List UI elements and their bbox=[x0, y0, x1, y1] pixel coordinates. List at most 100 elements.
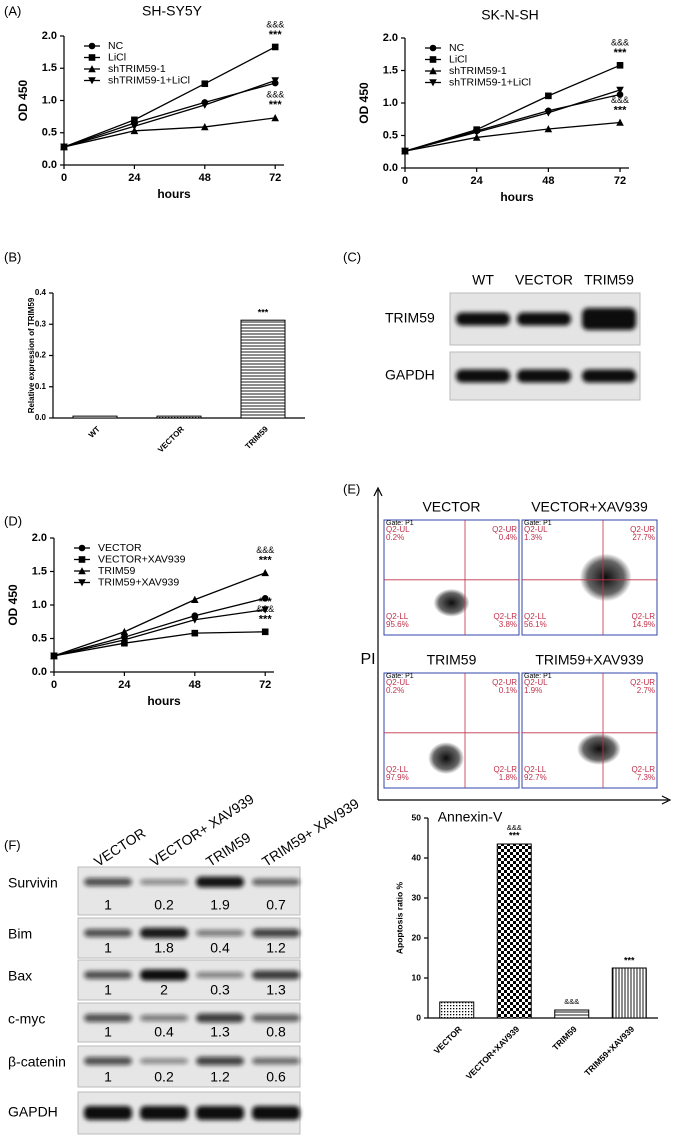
marker bbox=[130, 123, 139, 131]
panel-label: (A) bbox=[4, 3, 21, 18]
x-tick-label: WT bbox=[87, 424, 102, 439]
blot-band bbox=[140, 1106, 188, 1120]
quantification: 0.3 bbox=[210, 982, 230, 998]
annotation: &&& bbox=[266, 19, 284, 29]
blot-band bbox=[196, 1013, 244, 1023]
series-line bbox=[63, 117, 276, 148]
quantification: 1.8 bbox=[154, 940, 174, 956]
blot-band bbox=[196, 972, 244, 978]
y-tick-label: 10 bbox=[412, 972, 422, 982]
gate-label: Gate: P1 bbox=[386, 520, 414, 527]
quadrant-name: Q2-UR bbox=[492, 678, 517, 687]
chart-title: SK-N-SH bbox=[481, 7, 539, 23]
protein-label: GAPDH bbox=[8, 1104, 58, 1120]
series-line bbox=[53, 597, 266, 657]
legend-label: LiCl bbox=[449, 53, 467, 65]
blot-band bbox=[196, 876, 244, 888]
annotation: *** bbox=[258, 308, 269, 318]
marker bbox=[201, 101, 209, 109]
quantification: 1.3 bbox=[266, 982, 286, 998]
blot-band bbox=[84, 1014, 132, 1022]
quantification: 1 bbox=[104, 897, 112, 913]
y-tick-label: 1.5 bbox=[32, 565, 47, 577]
gate-label: Gate: P1 bbox=[386, 673, 414, 680]
x-axis-label: hours bbox=[157, 187, 191, 201]
quadrant-value: 0.2% bbox=[386, 686, 404, 695]
y-tick-label: 0.0 bbox=[42, 159, 57, 171]
marker bbox=[88, 42, 96, 50]
blot-band bbox=[196, 1056, 244, 1066]
quantification: 0.7 bbox=[266, 897, 286, 913]
blot-band bbox=[517, 369, 571, 383]
marker bbox=[472, 128, 481, 137]
marker bbox=[191, 616, 199, 624]
quantification: 0.2 bbox=[154, 897, 174, 913]
blot-band bbox=[196, 929, 244, 937]
panel-label: (F) bbox=[4, 837, 21, 852]
blot-band bbox=[252, 970, 300, 980]
quantification: 2 bbox=[160, 982, 168, 998]
quantification: 1.3 bbox=[210, 1024, 230, 1040]
quantification: 1 bbox=[104, 940, 112, 956]
marker bbox=[429, 44, 437, 52]
series-line bbox=[63, 79, 276, 148]
x-tick-label: 48 bbox=[189, 679, 201, 691]
annotation: *** bbox=[614, 104, 628, 116]
series-line bbox=[63, 46, 276, 148]
marker bbox=[616, 86, 624, 94]
blot-band bbox=[196, 1106, 244, 1120]
annotation: &&& bbox=[564, 997, 579, 1006]
annotation: *** bbox=[509, 830, 520, 840]
blot-band bbox=[140, 879, 188, 885]
flow-plot bbox=[521, 672, 658, 789]
blot-membrane bbox=[77, 917, 301, 959]
flow-title: VECTOR bbox=[422, 499, 480, 515]
marker bbox=[88, 77, 96, 85]
lane-label: WT bbox=[472, 272, 494, 288]
quadrant-name: Q2-LR bbox=[493, 612, 517, 621]
y-tick-label: 0.3 bbox=[35, 319, 47, 328]
x-axis-label: hours bbox=[147, 694, 181, 708]
blot-band bbox=[252, 1106, 300, 1120]
marker bbox=[616, 118, 624, 126]
blot-band bbox=[84, 971, 132, 979]
quadrant-value: 56.1% bbox=[524, 620, 547, 629]
x-tick-label: VECTOR bbox=[156, 424, 186, 454]
marker bbox=[545, 92, 552, 100]
quantification: 1 bbox=[104, 1069, 112, 1085]
y-tick-label: 1.5 bbox=[42, 62, 57, 74]
lane-label: VECTOR+ XAV939 bbox=[147, 790, 257, 869]
lane-label: VECTOR bbox=[515, 272, 573, 288]
marker bbox=[50, 652, 58, 660]
x-tick-label: 0 bbox=[402, 175, 408, 187]
marker bbox=[131, 116, 138, 124]
quantification: 1.2 bbox=[266, 940, 286, 956]
marker bbox=[130, 126, 139, 135]
annotation: *** bbox=[259, 596, 273, 608]
legend-label: TRIM59 bbox=[98, 565, 136, 577]
annotation: *** bbox=[614, 47, 628, 59]
protein-label: GAPDH bbox=[385, 367, 435, 383]
y-tick-label: 0.0 bbox=[32, 666, 47, 678]
marker bbox=[429, 79, 437, 87]
marker bbox=[271, 77, 279, 85]
gate-label: Gate: P1 bbox=[524, 520, 552, 527]
x-tick-label: 72 bbox=[269, 172, 281, 184]
quadrant-value: 1.3% bbox=[524, 533, 542, 542]
y-tick-label: 50 bbox=[412, 812, 422, 822]
bar bbox=[439, 1001, 475, 1019]
quadrant-name: Q2-UL bbox=[386, 678, 410, 687]
panel-label: (D) bbox=[4, 513, 22, 528]
bar bbox=[554, 1009, 590, 1019]
quadrant-value: 0.2% bbox=[386, 533, 404, 542]
y-tick-label: 0.4 bbox=[35, 288, 47, 297]
quadrant-value: 3.8% bbox=[499, 620, 517, 629]
protein-label: TRIM59 bbox=[385, 310, 435, 326]
marker bbox=[261, 628, 269, 636]
y-tick-label: 1.5 bbox=[383, 64, 398, 76]
quadrant-name: Q2-UL bbox=[524, 678, 548, 687]
marker bbox=[544, 109, 553, 117]
marker bbox=[120, 636, 129, 644]
series-line bbox=[404, 64, 621, 152]
quadrant-name: Q2-UL bbox=[386, 525, 410, 534]
